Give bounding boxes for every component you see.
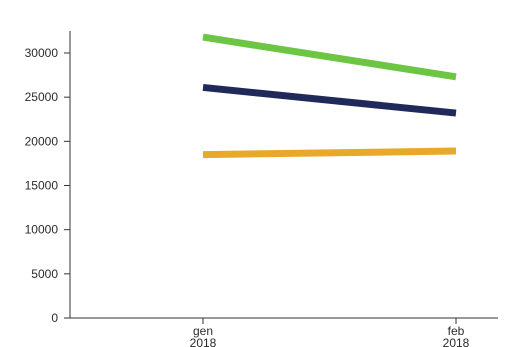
series-line-3 — [202, 147, 457, 159]
series-lines — [202, 33, 457, 159]
y-tick-label: 10000 — [25, 223, 59, 237]
y-tick-label: 15000 — [25, 179, 59, 193]
x-tick-label-year: 2018 — [443, 336, 470, 347]
x-tick-label: feb — [448, 324, 465, 338]
series-line-2 — [202, 83, 457, 117]
x-tick-label: gen — [193, 324, 213, 338]
y-tick-label: 25000 — [25, 90, 59, 104]
y-tick-label: 20000 — [25, 134, 59, 148]
x-tick-label-year: 2018 — [190, 336, 217, 347]
y-tick-label: 30000 — [25, 46, 59, 60]
y-axis: 0 5000 10000 15000 20000 25000 30000 — [25, 30, 71, 325]
y-tick-label: 5000 — [31, 267, 58, 281]
series-line-1 — [202, 33, 457, 81]
y-tick-label: 0 — [51, 311, 58, 325]
